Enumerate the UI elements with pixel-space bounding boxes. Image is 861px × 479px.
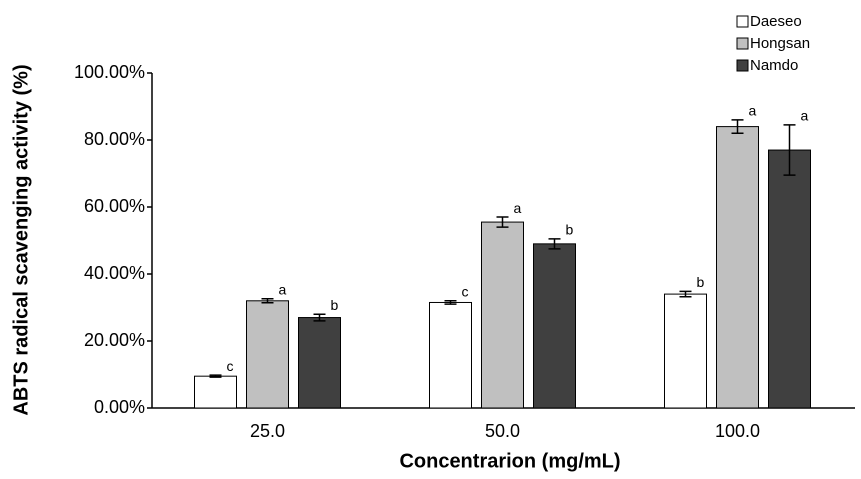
- legend-label: Hongsan: [750, 35, 810, 52]
- x-tick-label: 25.0: [250, 421, 285, 441]
- error-bar: [496, 216, 509, 228]
- y-tick-label: 80.00%: [84, 129, 145, 149]
- y-axis-label: ABTS radical scavenging activity (%): [10, 64, 32, 415]
- error-bar: [783, 124, 796, 176]
- error-bar: [209, 374, 222, 378]
- legend-label: Daeseo: [750, 13, 802, 30]
- error-bar: [313, 313, 326, 322]
- y-tick-label: 0.00%: [94, 397, 145, 417]
- significance-letter: b: [697, 274, 705, 290]
- significance-letter: b: [331, 297, 339, 313]
- error-bar: [444, 300, 457, 305]
- legend-label: Namdo: [750, 57, 798, 74]
- bar: [298, 317, 341, 409]
- legend-swatch: [736, 15, 749, 28]
- error-bar: [261, 298, 274, 304]
- significance-letter: b: [566, 222, 574, 238]
- bar: [768, 149, 811, 409]
- significance-letter: a: [749, 103, 757, 119]
- x-tick-label: 100.0: [715, 421, 760, 441]
- y-tick-label: 100.00%: [74, 62, 145, 82]
- significance-letter: a: [514, 200, 522, 216]
- legend-swatch: [736, 37, 749, 50]
- error-bar: [548, 238, 561, 250]
- error-bar: [679, 290, 692, 298]
- x-axis-label: Concentrarion (mg/mL): [399, 450, 620, 472]
- y-tick-label: 20.00%: [84, 330, 145, 350]
- significance-letter: c: [227, 358, 234, 374]
- significance-letter: c: [462, 284, 469, 300]
- bar: [194, 375, 237, 409]
- bar: [716, 126, 759, 409]
- bar: [533, 243, 576, 409]
- bar: [429, 301, 472, 409]
- y-tick-label: 60.00%: [84, 196, 145, 216]
- bar: [481, 221, 524, 409]
- legend-swatch: [736, 59, 749, 72]
- significance-letter: a: [801, 108, 809, 124]
- bar: [664, 293, 707, 409]
- significance-letter: a: [279, 281, 287, 297]
- bar: [246, 300, 289, 409]
- error-bar: [731, 119, 744, 135]
- x-tick-label: 50.0: [485, 421, 520, 441]
- y-tick-label: 40.00%: [84, 263, 145, 283]
